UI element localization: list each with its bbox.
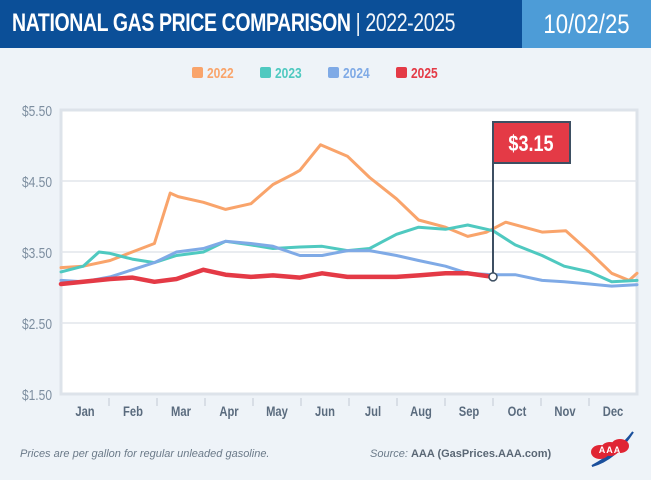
legend-swatch-2024 — [328, 67, 339, 78]
y-tick-label: $4.50 — [22, 174, 52, 191]
series-line-2023 — [59, 223, 639, 284]
source-label: Source: — [370, 448, 408, 460]
y-tick-label: $3.50 — [22, 245, 52, 262]
chart-title: NATIONAL GAS PRICE COMPARISON | 2022-202… — [12, 9, 456, 38]
x-tick-label: Sep — [459, 404, 480, 419]
x-tick-label: Aug — [410, 404, 432, 419]
legend-label-2025: 2025 — [411, 65, 438, 82]
source-value: AAA (GasPrices.AAA.com) — [410, 448, 552, 460]
legend-label-2023: 2023 — [275, 65, 302, 82]
x-tick-label: Nov — [554, 404, 575, 419]
x-tick-label: Jul — [365, 404, 381, 419]
series-line-2022 — [59, 143, 639, 282]
source-line: Source: AAA (GasPrices.AAA.com) — [370, 448, 551, 460]
x-tick-label: Jan — [75, 404, 94, 419]
legend-label-2024: 2024 — [343, 65, 370, 82]
flag-value: $3.15 — [508, 132, 553, 156]
legend-swatch-2025 — [396, 67, 407, 78]
title-main: NATIONAL GAS PRICE COMPARISON — [12, 9, 351, 37]
current-price-marker — [488, 272, 498, 282]
x-tick-label: May — [266, 404, 288, 419]
y-tick-label: $1.50 — [22, 387, 52, 404]
date-label: 10/02/25 — [543, 9, 630, 39]
x-tick-label: Mar — [171, 404, 191, 419]
header-bar: NATIONAL GAS PRICE COMPARISON | 2022-202… — [0, 0, 522, 48]
flag-box — [492, 121, 571, 164]
x-tick-label: Dec — [603, 404, 624, 419]
x-tick-label: Feb — [123, 404, 143, 419]
footnote: Prices are per gallon for regular unlead… — [20, 448, 270, 460]
legend-swatch-2022 — [192, 67, 203, 78]
series-line-2024 — [59, 239, 639, 288]
legend-swatch-2023 — [260, 67, 271, 78]
y-tick-label: $5.50 — [22, 103, 52, 120]
y-tick-label: $2.50 — [22, 316, 52, 333]
date-box: 10/02/25 — [522, 0, 651, 48]
x-tick-label: Jun — [315, 404, 335, 419]
legend-label-2022: 2022 — [207, 65, 234, 82]
x-tick-label: Apr — [219, 404, 238, 419]
title-range: | 2022-2025 — [355, 9, 456, 37]
series-line-2025 — [58, 267, 496, 287]
x-tick-label: Oct — [508, 404, 527, 419]
